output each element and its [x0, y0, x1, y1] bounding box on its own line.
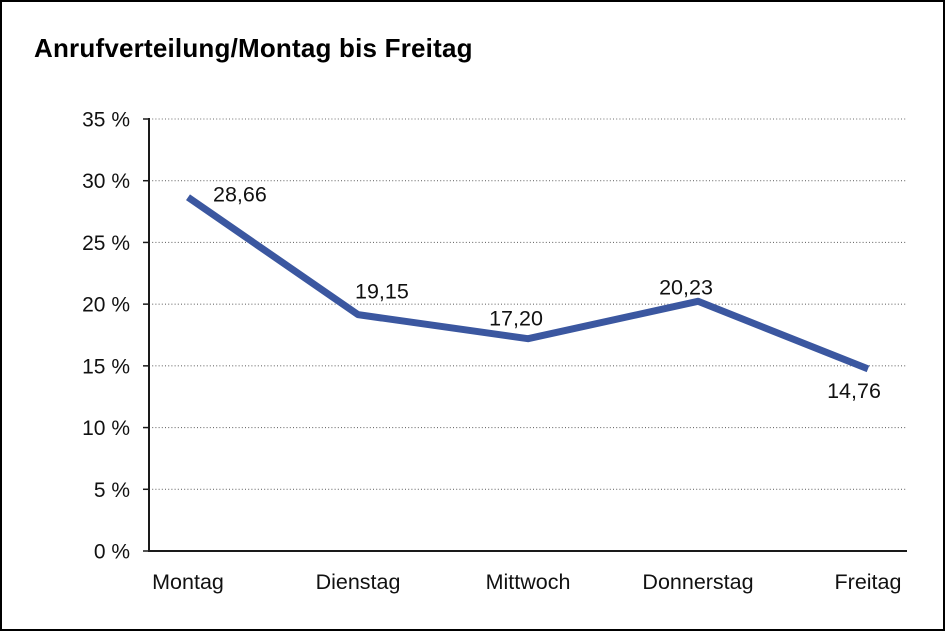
- y-tick-label-25: 25 %: [82, 232, 130, 255]
- x-category-label-4: Freitag: [835, 570, 902, 594]
- y-tick-label-5: 5 %: [94, 479, 130, 502]
- x-category-label-1: Dienstag: [316, 570, 401, 594]
- data-point-label-4: 14,76: [827, 379, 881, 403]
- y-tick-label-10: 10 %: [82, 417, 130, 440]
- y-tick-label-15: 15 %: [82, 355, 130, 378]
- data-point-label-2: 17,20: [489, 307, 543, 331]
- data-point-label-1: 19,15: [355, 280, 409, 304]
- x-category-label-3: Donnerstag: [642, 570, 753, 594]
- y-tick-label-20: 20 %: [82, 294, 130, 317]
- y-tick-label-0: 0 %: [94, 541, 130, 564]
- y-tick-label-35: 35 %: [82, 109, 130, 132]
- x-category-label-0: Montag: [152, 570, 224, 594]
- data-point-label-3: 20,23: [659, 275, 713, 299]
- data-series-line: [186, 194, 870, 373]
- chart-title: Anrufverteilung/Montag bis Freitag: [34, 33, 473, 63]
- y-tick-label-30: 30 %: [82, 170, 130, 193]
- x-category-label-2: Mittwoch: [486, 570, 571, 594]
- data-point-label-0: 28,66: [213, 182, 267, 206]
